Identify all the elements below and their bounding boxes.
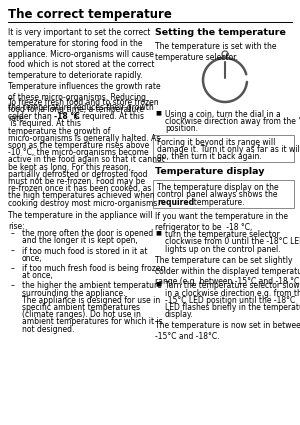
Text: cooking destroy most micro-organisms.: cooking destroy most micro-organisms.: [8, 198, 160, 207]
Text: must not be re-frozen. Food may be: must not be re-frozen. Food may be: [8, 177, 145, 186]
Text: the higher the ambient temperature: the higher the ambient temperature: [22, 281, 162, 290]
Text: Forcing it beyond its range will: Forcing it beyond its range will: [157, 138, 275, 147]
Text: control panel always shows the: control panel always shows the: [157, 190, 278, 199]
Text: partially defrosted or defrosted food: partially defrosted or defrosted food: [8, 170, 148, 179]
Text: Turn the temperature selector slowly: Turn the temperature selector slowly: [165, 281, 300, 290]
Text: re-frozen once it has been cooked, as: re-frozen once it has been cooked, as: [8, 184, 152, 193]
Text: –: –: [11, 246, 15, 255]
Text: once,: once,: [22, 254, 43, 263]
Text: Using a coin, turn the dial in a: Using a coin, turn the dial in a: [165, 110, 281, 119]
Text: –: –: [11, 281, 15, 290]
Text: The temperature is now set in between
-15°C and -18°C.: The temperature is now set in between -1…: [155, 321, 300, 341]
Text: go, then turn it back again.: go, then turn it back again.: [157, 152, 262, 161]
FancyBboxPatch shape: [153, 135, 294, 162]
Text: micro-organisms is generally halted. As: micro-organisms is generally halted. As: [8, 134, 160, 143]
Text: The temperature can be set slightly
colder within the displayed temperature
rang: The temperature can be set slightly cold…: [155, 256, 300, 286]
Text: (climate ranges). Do not use in: (climate ranges). Do not use in: [22, 310, 141, 319]
Text: damage it. Turn it only as far as it will: damage it. Turn it only as far as it wil…: [157, 145, 300, 154]
Text: The temperature display on the: The temperature display on the: [157, 183, 279, 192]
Text: be kept as long. For this reason,: be kept as long. For this reason,: [8, 163, 131, 172]
Text: temperature the growth of: temperature the growth of: [8, 127, 110, 136]
Text: -10 °C, the micro-organisms become: -10 °C, the micro-organisms become: [8, 148, 148, 157]
Text: ■: ■: [155, 110, 161, 115]
Text: specific ambient temperatures: specific ambient temperatures: [22, 303, 140, 312]
Text: at once,: at once,: [22, 271, 53, 280]
Text: temperature.: temperature.: [189, 198, 244, 207]
Text: -15°C LED position until the -18°C: -15°C LED position until the -18°C: [165, 296, 295, 305]
FancyBboxPatch shape: [153, 180, 294, 208]
Text: display.: display.: [165, 310, 194, 319]
Text: not designed.: not designed.: [22, 325, 74, 334]
Text: soon as the temperature rises above: soon as the temperature rises above: [8, 141, 149, 150]
Text: Setting the temperature: Setting the temperature: [155, 28, 286, 37]
Text: Temperature display: Temperature display: [155, 167, 265, 176]
Text: clockwise direction away from the '0': clockwise direction away from the '0': [165, 117, 300, 126]
Text: ■: ■: [155, 230, 161, 235]
Text: surrounding the appliance.: surrounding the appliance.: [22, 289, 125, 298]
Text: –: –: [11, 229, 15, 238]
Text: is required. At this: is required. At this: [8, 119, 81, 128]
Text: is required. At this: is required. At this: [71, 112, 144, 121]
Text: If you want the temperature in the
refrigerator to be  -18 °C,: If you want the temperature in the refri…: [155, 212, 288, 232]
Text: turn the temperature selector: turn the temperature selector: [165, 230, 280, 239]
Text: if too much fresh food is being frozen: if too much fresh food is being frozen: [22, 264, 165, 273]
Text: lights up on the control panel.: lights up on the control panel.: [165, 245, 280, 254]
Text: required: required: [157, 198, 194, 207]
Text: position.: position.: [165, 125, 198, 133]
Text: The correct temperature: The correct temperature: [8, 8, 172, 21]
Text: LED flashes briefly in the temperature: LED flashes briefly in the temperature: [165, 303, 300, 312]
Text: the high temperatures achieved when: the high temperatures achieved when: [8, 191, 154, 201]
Text: The temperature in the appliance will
rise:: The temperature in the appliance will ri…: [8, 211, 152, 230]
Text: To freeze fresh food and to store frozen: To freeze fresh food and to store frozen: [8, 98, 159, 107]
Text: colder than: colder than: [8, 112, 54, 121]
Text: –: –: [11, 264, 15, 273]
Text: and the longer it is kept open,: and the longer it is kept open,: [22, 236, 138, 245]
Text: clockwise from 0 until the -18°C LED: clockwise from 0 until the -18°C LED: [165, 238, 300, 246]
Text: food for a long time, a temperature: food for a long time, a temperature: [8, 105, 144, 114]
Text: The temperature is set with the
temperature selector.: The temperature is set with the temperat…: [155, 42, 277, 62]
Text: in a clockwise direction e.g. from the: in a clockwise direction e.g. from the: [165, 289, 300, 298]
Text: the more often the door is opened: the more often the door is opened: [22, 229, 153, 238]
Text: if too much food is stored in it at: if too much food is stored in it at: [22, 246, 148, 255]
Text: ambient temperatures for which it is: ambient temperatures for which it is: [22, 317, 163, 326]
Text: The appliance is designed for use in: The appliance is designed for use in: [22, 296, 160, 305]
Text: active in the food again so that it cannot: active in the food again so that it cann…: [8, 156, 165, 164]
Text: ■: ■: [155, 281, 161, 286]
Text: -18 °C: -18 °C: [54, 112, 80, 121]
Text: It is very important to set the correct
temperature for storing food in the
appl: It is very important to set the correct …: [8, 28, 160, 123]
